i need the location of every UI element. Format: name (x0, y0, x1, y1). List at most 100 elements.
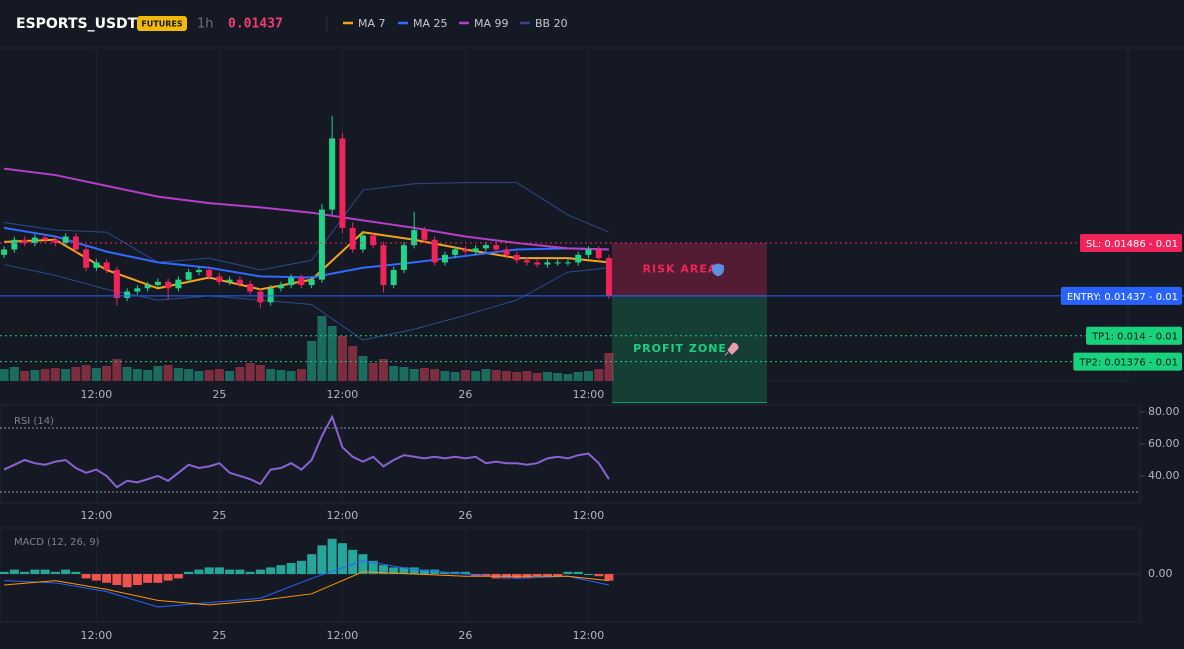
candle-body (267, 288, 274, 303)
volume-bar (204, 370, 214, 381)
histogram-bar (61, 569, 71, 575)
volume-bar (286, 371, 296, 381)
histogram-bar (132, 574, 142, 586)
volume-bar (266, 369, 276, 381)
candle-body (318, 209, 325, 280)
x-tick-label: 26 (458, 509, 472, 522)
level-tag-label: SL: 0.01486 - 0.01 (1086, 239, 1178, 250)
candle-body (503, 249, 510, 255)
histogram-bar (235, 569, 245, 575)
histogram-bar (173, 574, 183, 579)
level-tag-bg (1073, 352, 1182, 371)
x-tick-label: 12:00 (81, 509, 113, 522)
x-tick-label: 12:00 (81, 388, 113, 401)
candle-body (605, 258, 612, 296)
candle-body (165, 281, 172, 289)
volume-bar (358, 356, 368, 381)
volume-bar (0, 369, 9, 381)
histogram-bar (266, 567, 276, 575)
candle-body (175, 279, 182, 289)
candle-body (452, 249, 459, 255)
legend-label: MA 7 (358, 17, 386, 30)
candle-body (154, 281, 161, 286)
histogram-bar (368, 560, 378, 575)
level-tag: TP2: 0.01376 - 0.01 (1073, 352, 1182, 371)
volume-bar (389, 366, 399, 381)
level-tag-label: TP2: 0.01376 - 0.01 (1078, 358, 1178, 369)
histogram-bar (112, 574, 122, 586)
candle-body (42, 237, 49, 240)
volume-bar (491, 370, 501, 381)
grid (95, 50, 589, 622)
candle-body (62, 236, 69, 243)
histogram-bar (255, 569, 265, 575)
candle-body (144, 285, 151, 289)
zone-label: RISK AREA (643, 262, 718, 275)
volume-bar (71, 367, 81, 381)
candle-body (329, 138, 336, 210)
badge-bg (137, 16, 187, 31)
candle-body (308, 279, 315, 286)
rsi-title: RSI (14) (14, 416, 54, 427)
x-tick-label: 12:00 (573, 629, 605, 642)
level-tag-bg (1079, 233, 1182, 252)
histogram-bar (604, 574, 614, 581)
interval[interactable]: 1h (197, 17, 214, 32)
histogram-bar (245, 571, 255, 575)
volume-bar (522, 371, 532, 381)
candle-body (124, 291, 131, 298)
candle-body (83, 249, 90, 268)
candle-body (1, 249, 8, 255)
candle-body (390, 269, 397, 286)
histogram-bar (348, 549, 358, 575)
candle-body (482, 245, 489, 249)
candle-body (523, 260, 530, 263)
ma-line (3, 226, 609, 279)
histogram-bar (378, 565, 388, 575)
volume-bar (440, 371, 450, 381)
volume-bar (102, 366, 112, 381)
histogram-bar (194, 569, 204, 575)
volume-bar (348, 346, 358, 381)
candle-body (411, 230, 418, 246)
volume-bar (460, 370, 470, 381)
volume-bar (214, 369, 224, 381)
histogram-bar (594, 574, 604, 577)
zone (612, 242, 767, 296)
symbol: ESPORTS_USDT (16, 16, 138, 32)
volume-bar (30, 370, 40, 381)
histogram-bar (286, 563, 296, 575)
volume-bar (542, 372, 552, 381)
rsi-pane (0, 404, 1141, 504)
candle-body (236, 279, 243, 284)
volume-bar (132, 369, 142, 381)
volume-bar (245, 363, 255, 381)
level-tag-bg (1086, 326, 1182, 345)
volume-bar (255, 365, 265, 381)
volume-bar (501, 371, 511, 381)
candle-body (472, 248, 479, 252)
volume-bar (307, 341, 317, 381)
candle-body (31, 237, 38, 243)
histogram-bar (122, 574, 132, 588)
histogram-bar (214, 567, 224, 575)
level-tag: TP1: 0.014 - 0.01 (1086, 326, 1182, 345)
x-tick-label: 12:00 (573, 388, 605, 401)
macd-pane (0, 527, 1141, 623)
x-tick-label: 25 (212, 388, 226, 401)
histogram-bar (542, 574, 552, 577)
histogram-bar (317, 545, 327, 575)
x-tick-label: 12:00 (327, 388, 359, 401)
candle-body (247, 283, 254, 292)
volume-bar (50, 368, 60, 381)
x-tick-label: 12:00 (81, 629, 113, 642)
candle-body (52, 239, 59, 243)
volume-bar (532, 373, 542, 381)
volume-bar (296, 369, 306, 381)
candle-body (113, 269, 120, 298)
candle-body (257, 291, 264, 303)
volume-bar (419, 368, 429, 381)
volume-bar (20, 371, 30, 381)
volume-bar (368, 363, 378, 381)
candle-body (431, 239, 438, 263)
